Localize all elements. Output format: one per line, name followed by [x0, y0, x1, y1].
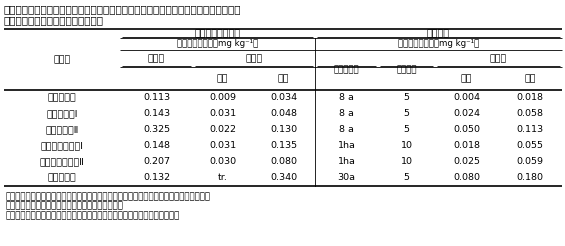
- Text: 5: 5: [403, 125, 410, 135]
- Text: 注、ペットボトル栽培へは調査圃１筆水田内数カ所から採取し混合した土壌を供試した。: 注、ペットボトル栽培へは調査圃１筆水田内数カ所から採取し混合した土壌を供試した。: [6, 192, 211, 201]
- Text: 栽培は農家あるいは営農指導員、カドミウム濃度の分析は著者が実施。: 栽培は農家あるいは営農指導員、カドミウム濃度の分析は著者が実施。: [6, 211, 180, 220]
- Text: 1ha: 1ha: [337, 157, 355, 167]
- Text: 0.025: 0.025: [453, 157, 480, 167]
- Text: 玄米中カドミウム濃度の比較: 玄米中カドミウム濃度の比較: [4, 15, 104, 25]
- Text: 0.135: 0.135: [270, 141, 297, 151]
- Text: 0.059: 0.059: [516, 157, 544, 167]
- Text: 0.031: 0.031: [209, 109, 236, 119]
- Text: 30a: 30a: [337, 173, 355, 183]
- Text: 0.113: 0.113: [143, 93, 170, 103]
- Text: 5: 5: [403, 109, 410, 119]
- Text: 1ha: 1ha: [337, 141, 355, 151]
- Text: 0.024: 0.024: [453, 109, 480, 119]
- Text: 0.018: 0.018: [453, 141, 480, 151]
- Text: 0.048: 0.048: [270, 109, 297, 119]
- Text: 玄　米: 玄 米: [245, 54, 263, 63]
- Text: 褐色低地土Ⅱ: 褐色低地土Ⅱ: [45, 125, 79, 135]
- Text: 調査圃面積: 調査圃面積: [334, 65, 359, 75]
- Text: 8 a: 8 a: [339, 109, 354, 119]
- Text: 現地調査: 現地調査: [427, 29, 450, 38]
- Text: 0.340: 0.340: [270, 173, 297, 183]
- Text: 落水: 落水: [278, 74, 289, 83]
- Text: 表２　ペットボトル栽培による玄米中カドミウム濃度の変動範囲と現地水田における: 表２ ペットボトル栽培による玄米中カドミウム濃度の変動範囲と現地水田における: [4, 4, 241, 14]
- Text: 土　壌: 土 壌: [148, 54, 165, 63]
- Text: 0.022: 0.022: [209, 125, 236, 135]
- Text: 細粒質グライ土Ⅱ: 細粒質グライ土Ⅱ: [40, 157, 84, 167]
- Text: 0.018: 0.018: [516, 93, 544, 103]
- Text: 0.050: 0.050: [453, 125, 480, 135]
- Text: 0.009: 0.009: [209, 93, 236, 103]
- Text: 細粒質グライ土Ⅰ: 細粒質グライ土Ⅰ: [41, 141, 84, 151]
- Text: カドミウム濃度（mg kg⁻¹）: カドミウム濃度（mg kg⁻¹）: [398, 40, 479, 48]
- Text: 10: 10: [401, 141, 412, 151]
- Text: 5: 5: [403, 93, 410, 103]
- Text: 0.030: 0.030: [209, 157, 236, 167]
- Text: 玄　米: 玄 米: [490, 54, 507, 63]
- Text: カドミウム濃度（mg kg⁻¹）: カドミウム濃度（mg kg⁻¹）: [177, 40, 258, 48]
- Text: 0.143: 0.143: [143, 109, 170, 119]
- Text: 0.130: 0.130: [270, 125, 297, 135]
- Text: 湛水: 湛水: [217, 74, 228, 83]
- Text: 土壌型: 土壌型: [53, 55, 71, 64]
- Text: 0.034: 0.034: [270, 93, 297, 103]
- Text: 褐色低地土Ⅰ: 褐色低地土Ⅰ: [46, 109, 78, 119]
- Text: 0.055: 0.055: [516, 141, 544, 151]
- Text: 0.148: 0.148: [143, 141, 170, 151]
- Text: 検体株数: 検体株数: [396, 65, 417, 75]
- Text: 8 a: 8 a: [339, 125, 354, 135]
- Text: 0.180: 0.180: [516, 173, 544, 183]
- Text: tr.: tr.: [218, 173, 228, 183]
- Text: 最低: 最低: [460, 74, 472, 83]
- Text: 0.325: 0.325: [143, 125, 170, 135]
- Text: 灰色低地土: 灰色低地土: [47, 173, 76, 183]
- Text: 5: 5: [403, 173, 410, 183]
- Text: 0.207: 0.207: [143, 157, 170, 167]
- Text: ペットボトル栽培: ペットボトル栽培: [194, 29, 241, 38]
- Text: 0.080: 0.080: [270, 157, 297, 167]
- Text: 最高: 最高: [524, 74, 536, 83]
- Text: 0.058: 0.058: [516, 109, 544, 119]
- Text: 0.031: 0.031: [209, 141, 236, 151]
- Text: 0.004: 0.004: [453, 93, 480, 103]
- Text: 0.132: 0.132: [143, 173, 170, 183]
- Text: 0.113: 0.113: [516, 125, 544, 135]
- Text: 現地の採穂は、１筆水田の無作為地点で実施。: 現地の採穂は、１筆水田の無作為地点で実施。: [6, 201, 124, 211]
- Text: 褐色森林土: 褐色森林土: [47, 93, 76, 103]
- Text: 10: 10: [401, 157, 412, 167]
- Text: 8 a: 8 a: [339, 93, 354, 103]
- Text: 0.080: 0.080: [453, 173, 480, 183]
